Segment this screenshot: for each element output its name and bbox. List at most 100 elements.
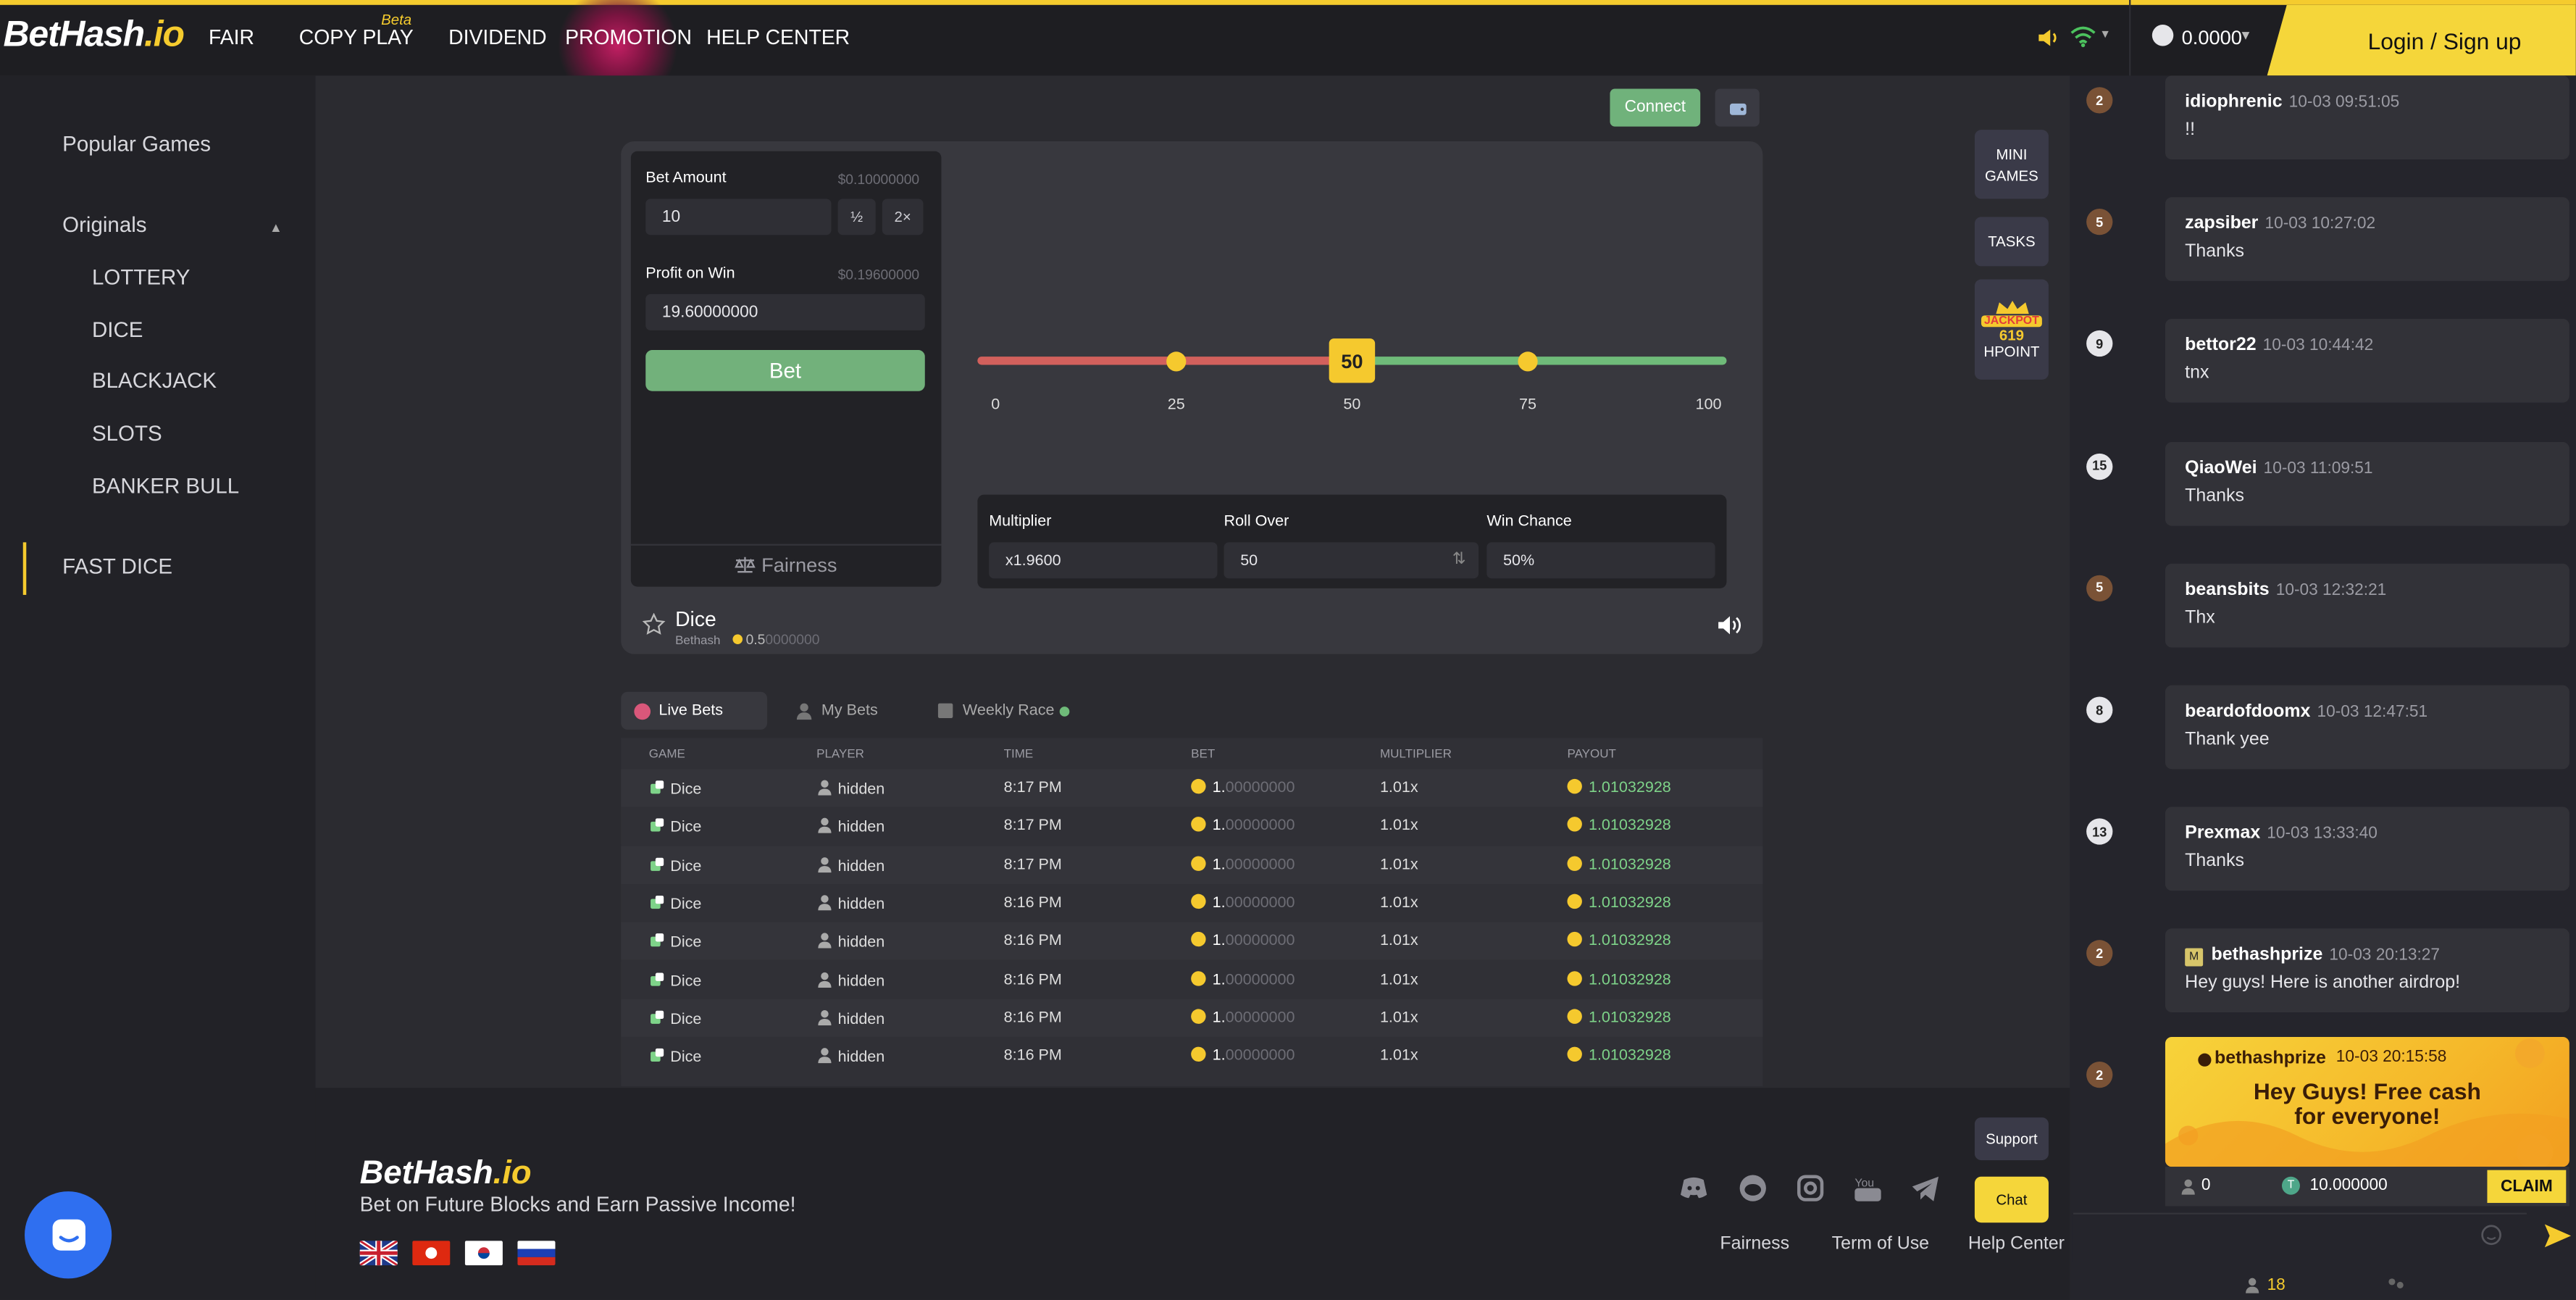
reddit-icon[interactable] bbox=[1738, 1173, 1768, 1203]
sidebar-item-blackjack[interactable]: BLACKJACK bbox=[91, 367, 217, 393]
player-name: hidden bbox=[837, 1049, 885, 1067]
chat-username[interactable]: zapsiber bbox=[2185, 214, 2259, 234]
chat-username[interactable]: QiaoWei bbox=[2185, 457, 2257, 478]
users-icon[interactable] bbox=[2385, 1277, 2405, 1293]
support-button[interactable]: Support bbox=[1974, 1117, 2049, 1161]
airdrop-card[interactable] bbox=[2165, 1036, 2569, 1167]
multiplier-value: 1.01x bbox=[1379, 855, 1418, 874]
chat-timestamp: 10-03 12:32:21 bbox=[2275, 581, 2387, 600]
fairness-link[interactable]: Fairness bbox=[631, 554, 942, 577]
swap-icon[interactable]: ⇅ bbox=[1452, 550, 1466, 569]
tab-weekly-race[interactable]: Weekly Race bbox=[924, 692, 1097, 730]
chat-input[interactable] bbox=[2073, 1212, 2527, 1262]
column-header: MULTIPLIER bbox=[1379, 746, 1452, 761]
flag-ru-icon[interactable] bbox=[517, 1241, 556, 1266]
table-row[interactable]: Dice hidden 8:16 PM 1.00000000 1.01x 1.010329… bbox=[621, 960, 1763, 999]
coin-icon bbox=[1567, 970, 1582, 986]
sidebar-item-popular-games[interactable]: Popular Games bbox=[62, 131, 212, 157]
table-row[interactable]: Dice hidden 8:17 PM 1.00000000 1.01x 1.010329… bbox=[621, 807, 1763, 846]
table-row[interactable]: Dice hidden 8:16 PM 1.00000000 1.01x 1.010329… bbox=[621, 999, 1763, 1037]
claim-button[interactable]: CLAIM bbox=[2487, 1170, 2567, 1204]
footer-link-help-center[interactable]: Help Center bbox=[1967, 1234, 2065, 1254]
tab-live-bets[interactable]: Live Bets bbox=[621, 691, 768, 730]
discord-icon[interactable] bbox=[1679, 1173, 1709, 1203]
flag-kr-icon[interactable] bbox=[464, 1241, 503, 1266]
chat-button[interactable]: Chat bbox=[1974, 1176, 2049, 1223]
level-badge: 2 bbox=[2086, 1061, 2113, 1088]
nav-dividend[interactable]: DIVIDEND bbox=[448, 26, 547, 50]
mini-games-button[interactable]: MINI GAMES bbox=[1974, 130, 2049, 199]
bet-button[interactable]: Bet bbox=[645, 350, 925, 391]
chevron-down-icon[interactable]: ▼ bbox=[2099, 29, 2111, 41]
sidebar-item-fast-dice[interactable]: FAST DICE bbox=[62, 554, 173, 579]
sidebar-item-originals[interactable]: Originals bbox=[62, 212, 147, 237]
sidebar-item-banker-bull[interactable]: BANKER BULL bbox=[91, 473, 240, 499]
intercom-chat-button[interactable] bbox=[25, 1191, 112, 1279]
emoji-icon[interactable] bbox=[2480, 1225, 2501, 1246]
multiplier-input[interactable]: x1.9600 bbox=[989, 542, 1218, 579]
connect-button[interactable]: Connect bbox=[1610, 88, 1701, 127]
login-signup-button[interactable]: Login / Sign up bbox=[2267, 4, 2576, 76]
cell-multiplier: 1.01x bbox=[1380, 1009, 1418, 1027]
footer bbox=[315, 1088, 2070, 1300]
chat-username[interactable]: Prexmax bbox=[2185, 823, 2261, 843]
flag-hk-icon[interactable] bbox=[412, 1241, 451, 1266]
jackpot-button[interactable]: JACKPOT 619 HPOINT bbox=[1974, 279, 2049, 380]
tab-my-bets[interactable]: My Bets bbox=[782, 692, 916, 730]
nav-fair[interactable]: FAIR bbox=[209, 26, 255, 50]
chevron-down-icon[interactable]: ▼ bbox=[2239, 28, 2252, 43]
slider-track-lose[interactable] bbox=[977, 357, 1352, 365]
level-badge: 2 bbox=[2086, 87, 2113, 114]
footer-link-fairness[interactable]: Fairness bbox=[1720, 1234, 1790, 1254]
wifi-signal-icon[interactable] bbox=[2070, 25, 2096, 48]
nav-help-center[interactable]: HELP CENTER bbox=[706, 26, 850, 50]
slider-track-win[interactable] bbox=[1352, 357, 1727, 365]
chat-message: beansbits 10-03 12:32:21 Thx bbox=[2165, 563, 2569, 648]
chat-username[interactable]: idiophrenic bbox=[2185, 91, 2283, 112]
profit-input[interactable]: 19.60000000 bbox=[645, 293, 925, 330]
tasks-button[interactable]: TASKS bbox=[1974, 217, 2049, 267]
chevron-up-icon[interactable]: ▲ bbox=[269, 220, 283, 236]
balance-value[interactable]: 0.0000 bbox=[2181, 26, 2242, 50]
chat-timestamp: 10-03 10:44:42 bbox=[2262, 337, 2374, 356]
nav-copy-play[interactable]: COPY PLAY bbox=[298, 26, 414, 50]
footer-link-terms[interactable]: Term of Use bbox=[1831, 1234, 1930, 1254]
chat-username[interactable]: bethashprize bbox=[2211, 945, 2323, 966]
bet-dec: 00000000 bbox=[1225, 817, 1295, 836]
chat-timestamp: 10-03 11:09:51 bbox=[2263, 459, 2373, 478]
rollover-input[interactable]: 50 bbox=[1224, 542, 1479, 579]
table-row[interactable]: Dice hidden 8:16 PM 1.00000000 1.01x 1.010329… bbox=[621, 1037, 1763, 1075]
telegram-icon[interactable] bbox=[1910, 1173, 1940, 1203]
youtube-icon[interactable]: You bbox=[1853, 1173, 1883, 1203]
double-bet-button[interactable]: 2× bbox=[882, 199, 924, 236]
cell-time: 8:17 PM bbox=[1004, 817, 1062, 836]
winchance-input[interactable]: 50% bbox=[1486, 542, 1715, 579]
instagram-icon[interactable] bbox=[1796, 1173, 1826, 1203]
chat-username[interactable]: beardofdoomx bbox=[2185, 701, 2311, 722]
level-badge: 9 bbox=[2086, 330, 2113, 357]
table-row[interactable]: Dice hidden 8:16 PM 1.00000000 1.01x 1.010329… bbox=[621, 922, 1763, 960]
star-icon[interactable] bbox=[642, 612, 666, 636]
game-name: Dice bbox=[670, 780, 702, 799]
sidebar-item-slots[interactable]: SLOTS bbox=[91, 420, 162, 446]
chat-username[interactable]: bettor22 bbox=[2185, 336, 2257, 356]
logo[interactable]: BetHash.io bbox=[4, 13, 185, 56]
sidebar-item-dice[interactable]: DICE bbox=[91, 317, 143, 342]
table-row[interactable]: Dice hidden 8:17 PM 1.00000000 1.01x 1.010329… bbox=[621, 769, 1763, 807]
cell-time: 8:16 PM bbox=[1004, 932, 1062, 950]
bet-amount-input[interactable]: 10 bbox=[645, 199, 832, 236]
wallet-button[interactable] bbox=[1715, 88, 1760, 127]
incognito-icon bbox=[818, 780, 832, 796]
cell-multiplier: 1.01x bbox=[1380, 970, 1418, 988]
flag-uk-icon[interactable] bbox=[359, 1241, 398, 1266]
nav-promotion[interactable]: PROMOTION bbox=[565, 26, 692, 50]
table-row[interactable]: Dice hidden 8:17 PM 1.00000000 1.01x 1.010329… bbox=[621, 845, 1763, 884]
sidebar-item-lottery[interactable]: LOTTERY bbox=[91, 264, 191, 290]
table-row[interactable]: Dice hidden 8:16 PM 1.00000000 1.01x 1.010329… bbox=[621, 883, 1763, 922]
send-icon[interactable] bbox=[2543, 1222, 2573, 1249]
half-bet-button[interactable]: ½ bbox=[837, 199, 876, 236]
volume-icon[interactable] bbox=[1717, 614, 1741, 636]
slider-handle[interactable]: 50 bbox=[1329, 338, 1376, 383]
chat-username[interactable]: beansbits bbox=[2185, 580, 2270, 600]
sound-icon[interactable] bbox=[2037, 26, 2060, 49]
